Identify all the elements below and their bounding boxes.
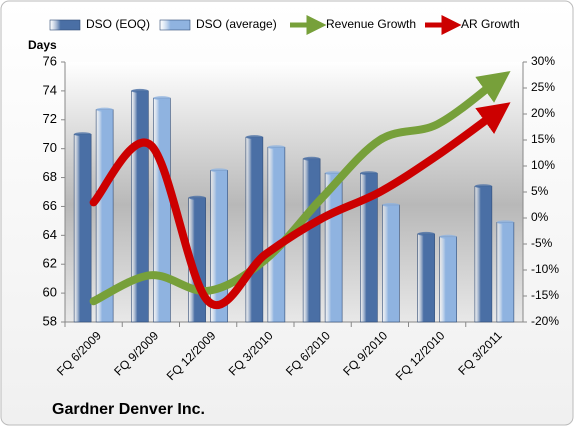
y2-tick-label: -20%	[531, 314, 559, 328]
bar-cap	[74, 132, 92, 137]
legend-label: Revenue Growth	[326, 17, 416, 31]
line	[89, 102, 511, 309]
y2-tick-label: 30%	[531, 54, 555, 68]
bar-cap	[210, 168, 228, 173]
y-tick-label: 70	[43, 140, 57, 155]
legend-label: DSO (EOQ)	[86, 17, 150, 31]
y-tick-label: 62	[43, 256, 57, 271]
bar-cap	[474, 184, 492, 189]
bar-cap	[245, 135, 263, 140]
y2-tick-label: -10%	[531, 262, 559, 276]
bar	[382, 204, 400, 323]
y-tick-label: 60	[43, 285, 57, 300]
line	[89, 71, 511, 306]
bar	[302, 158, 321, 323]
y2-tick-label: -5%	[531, 236, 553, 250]
bar-cap	[382, 203, 400, 207]
bar-cap	[267, 145, 285, 150]
bar	[417, 233, 435, 323]
y-tick-label: 72	[43, 111, 57, 126]
bar	[474, 185, 493, 323]
y-tick-label: 76	[43, 53, 57, 68]
bar-cap	[153, 96, 171, 101]
bar-cap	[360, 171, 378, 176]
y2-tick-label: 5%	[531, 184, 549, 198]
bar	[267, 146, 286, 323]
bar	[245, 136, 264, 323]
bar-cap	[303, 156, 321, 161]
y-tick-label: 74	[43, 82, 57, 97]
bar	[73, 133, 92, 323]
legend-swatch	[49, 19, 81, 31]
y2-tick-label: 25%	[531, 80, 555, 94]
legend-label: AR Growth	[461, 17, 520, 31]
y-tick-label: 58	[43, 313, 57, 328]
y2-tick-label: 20%	[531, 106, 555, 120]
y-axis-title: Days	[28, 38, 57, 52]
bar	[131, 90, 149, 323]
bar	[439, 236, 457, 323]
legend-swatch	[159, 19, 191, 31]
y-tick-label: 66	[43, 198, 57, 213]
chart-title: Gardner Denver Inc.	[52, 401, 205, 418]
y2-tick-label: 10%	[531, 158, 555, 172]
bar-cap	[496, 220, 514, 225]
y2-tick-label: 0%	[531, 210, 549, 224]
y2-tick-label: 15%	[531, 132, 555, 146]
bar-cap	[131, 88, 149, 93]
bar	[153, 97, 171, 323]
legend-label: DSO (average)	[196, 17, 277, 31]
y-tick-label: 68	[43, 169, 57, 184]
bar-cap	[188, 195, 206, 200]
bar-cap	[325, 171, 343, 176]
y-tick-label: 64	[43, 227, 57, 242]
bar-cap	[417, 231, 435, 236]
bar-cap	[96, 107, 114, 112]
bar	[496, 222, 515, 323]
bar-cap	[439, 234, 457, 239]
y2-tick-label: -15%	[531, 288, 559, 302]
